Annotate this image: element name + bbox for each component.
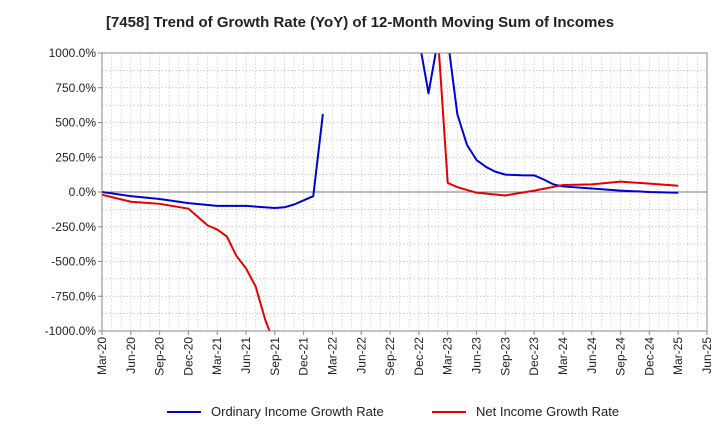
x-tick-label: Jun-21: [239, 337, 253, 374]
y-tick-label: 750.0%: [55, 81, 96, 95]
series-line-net-income: [102, 193, 271, 331]
y-tick-label: 0.0%: [69, 185, 97, 199]
y-tick-label: -750.0%: [51, 289, 96, 303]
legend-swatch-net-income: [432, 410, 466, 413]
x-tick-label: Dec-21: [297, 337, 311, 376]
legend-swatch-ordinary-income: [167, 410, 201, 413]
axes: 1000.0% 750.0% 500.0% 250.0% 0.0% -250.0% -500…: [45, 46, 714, 376]
legend-label-ordinary-income: Ordinary Income Growth Rate: [211, 404, 384, 419]
x-tick-label: Mar-22: [325, 337, 339, 375]
x-tick-label: Dec-20: [181, 337, 195, 376]
legend-item-ordinary-income: Ordinary Income Growth Rate: [167, 404, 384, 419]
x-tick-label: Mar-24: [556, 337, 570, 375]
x-tick-label: Jun-23: [470, 337, 484, 374]
y-tick-label: 250.0%: [55, 150, 96, 164]
x-tick-label: Dec-23: [527, 337, 541, 376]
x-tick-label: Jun-24: [585, 337, 599, 374]
series-line-ordinary-income: [420, 53, 437, 95]
x-tick-label: Sep-21: [268, 337, 282, 376]
plot-frame: [101, 52, 708, 332]
x-tick-label: Jun-22: [354, 337, 368, 374]
legend: Ordinary Income Growth Rate Net Income G…: [0, 404, 720, 424]
series-lines: [102, 53, 679, 331]
x-tick-label: Mar-20: [95, 337, 109, 375]
series-line-net-income: [438, 53, 679, 197]
x-tick-label: Dec-24: [642, 337, 656, 376]
x-tick-label: Mar-21: [210, 337, 224, 375]
x-tick-label: Sep-24: [614, 337, 628, 376]
series-line-ordinary-income: [448, 53, 679, 194]
legend-label-net-income: Net Income Growth Rate: [476, 404, 620, 419]
series-line-ordinary-income: [102, 114, 324, 209]
x-tick-label: Mar-25: [671, 337, 685, 375]
x-tick-label: Jun-20: [124, 337, 138, 374]
grid: [102, 53, 707, 331]
chart-title: [7458] Trend of Growth Rate (YoY) of 12-…: [105, 14, 615, 31]
x-tick-label: Sep-20: [153, 337, 167, 376]
x-tick-label: Sep-22: [383, 337, 397, 376]
x-tick-label: Sep-23: [498, 337, 512, 376]
x-tick-label: Jun-25: [700, 337, 714, 374]
y-tick-label: 500.0%: [55, 116, 96, 130]
y-tick-label: 1000.0%: [49, 46, 97, 60]
legend-item-net-income: Net Income Growth Rate: [432, 404, 619, 419]
x-tick-label: Mar-23: [441, 337, 455, 375]
x-tick-label: Dec-22: [412, 337, 426, 376]
y-tick-label: -250.0%: [51, 220, 96, 234]
y-tick-label: -500.0%: [51, 255, 96, 269]
y-tick-label: -1000.0%: [45, 324, 97, 338]
